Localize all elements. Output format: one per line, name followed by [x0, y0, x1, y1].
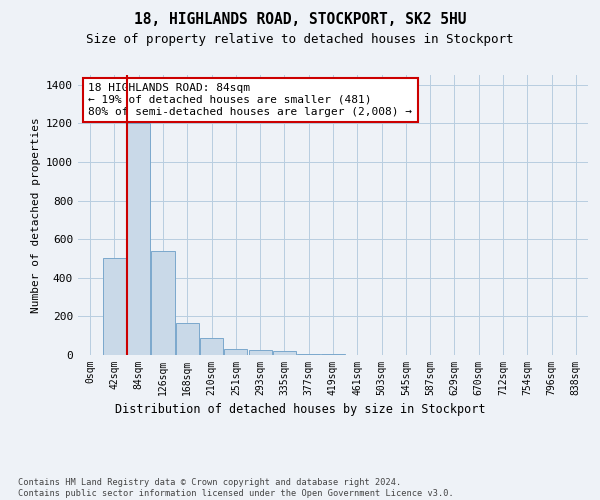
Bar	[297, 354, 320, 355]
Text: 18, HIGHLANDS ROAD, STOCKPORT, SK2 5HU: 18, HIGHLANDS ROAD, STOCKPORT, SK2 5HU	[134, 12, 466, 28]
Bar	[248, 350, 272, 355]
Text: Size of property relative to detached houses in Stockport: Size of property relative to detached ho…	[86, 32, 514, 46]
Bar	[176, 323, 199, 355]
Bar	[322, 354, 344, 355]
Y-axis label: Number of detached properties: Number of detached properties	[31, 117, 41, 313]
Bar	[224, 349, 247, 355]
Text: Contains HM Land Registry data © Crown copyright and database right 2024.
Contai: Contains HM Land Registry data © Crown c…	[18, 478, 454, 498]
Bar	[127, 124, 150, 355]
Text: Distribution of detached houses by size in Stockport: Distribution of detached houses by size …	[115, 402, 485, 415]
Bar	[151, 250, 175, 355]
Text: 18 HIGHLANDS ROAD: 84sqm
← 19% of detached houses are smaller (481)
80% of semi-: 18 HIGHLANDS ROAD: 84sqm ← 19% of detach…	[88, 84, 412, 116]
Bar	[200, 338, 223, 355]
Bar	[103, 258, 126, 355]
Bar	[273, 351, 296, 355]
